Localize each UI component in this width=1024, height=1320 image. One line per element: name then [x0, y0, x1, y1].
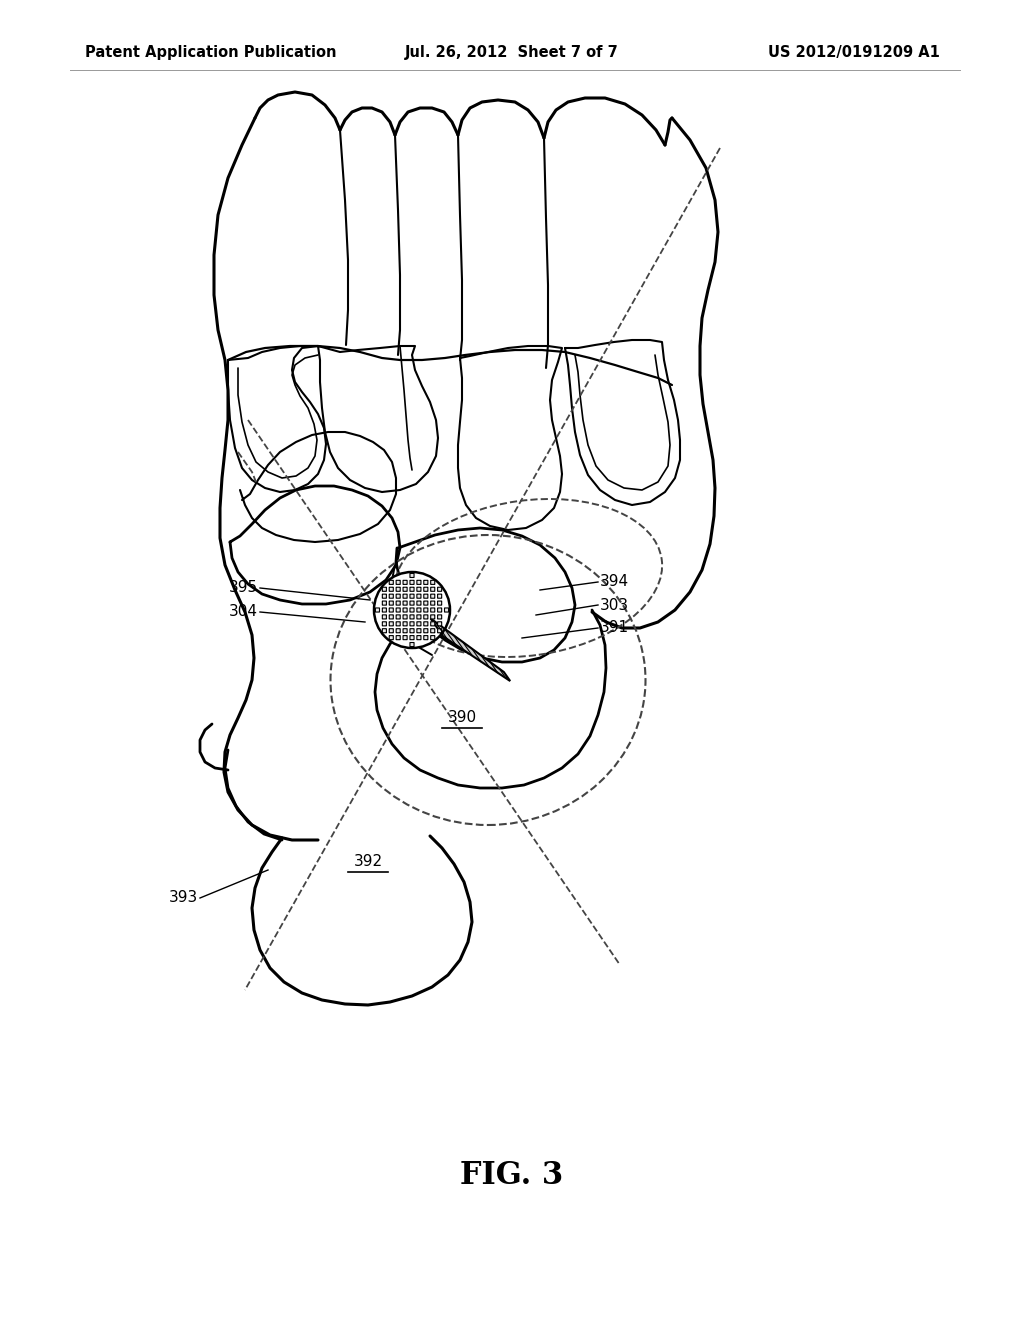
FancyBboxPatch shape — [417, 615, 421, 619]
FancyBboxPatch shape — [417, 594, 421, 598]
FancyBboxPatch shape — [424, 609, 428, 612]
FancyBboxPatch shape — [431, 615, 435, 619]
FancyBboxPatch shape — [431, 622, 435, 626]
FancyBboxPatch shape — [424, 628, 428, 632]
Text: FIG. 3: FIG. 3 — [461, 1159, 563, 1191]
FancyBboxPatch shape — [389, 609, 393, 612]
FancyBboxPatch shape — [389, 622, 393, 626]
FancyBboxPatch shape — [382, 601, 386, 605]
FancyBboxPatch shape — [410, 609, 414, 612]
Text: 390: 390 — [447, 710, 476, 726]
FancyBboxPatch shape — [403, 594, 408, 598]
FancyBboxPatch shape — [389, 587, 393, 591]
Text: 392: 392 — [353, 854, 383, 870]
Text: 394: 394 — [600, 574, 629, 590]
FancyBboxPatch shape — [396, 615, 400, 619]
FancyBboxPatch shape — [410, 615, 414, 619]
FancyBboxPatch shape — [431, 636, 435, 640]
FancyBboxPatch shape — [417, 581, 421, 585]
FancyBboxPatch shape — [389, 581, 393, 585]
FancyBboxPatch shape — [396, 581, 400, 585]
FancyBboxPatch shape — [431, 587, 435, 591]
FancyBboxPatch shape — [376, 609, 380, 612]
FancyBboxPatch shape — [382, 594, 386, 598]
FancyBboxPatch shape — [403, 581, 408, 585]
FancyBboxPatch shape — [437, 615, 441, 619]
FancyBboxPatch shape — [424, 636, 428, 640]
Text: 395: 395 — [229, 581, 258, 595]
FancyBboxPatch shape — [417, 601, 421, 605]
FancyBboxPatch shape — [437, 609, 441, 612]
FancyBboxPatch shape — [382, 609, 386, 612]
FancyBboxPatch shape — [437, 587, 441, 591]
FancyBboxPatch shape — [389, 594, 393, 598]
Circle shape — [374, 572, 450, 648]
FancyBboxPatch shape — [417, 628, 421, 632]
FancyBboxPatch shape — [417, 622, 421, 626]
FancyBboxPatch shape — [424, 587, 428, 591]
FancyBboxPatch shape — [437, 622, 441, 626]
FancyBboxPatch shape — [410, 587, 414, 591]
FancyBboxPatch shape — [396, 601, 400, 605]
FancyBboxPatch shape — [403, 601, 408, 605]
FancyBboxPatch shape — [382, 615, 386, 619]
FancyBboxPatch shape — [410, 594, 414, 598]
FancyBboxPatch shape — [403, 636, 408, 640]
FancyBboxPatch shape — [410, 573, 414, 577]
FancyBboxPatch shape — [403, 628, 408, 632]
FancyBboxPatch shape — [410, 622, 414, 626]
FancyBboxPatch shape — [382, 587, 386, 591]
FancyBboxPatch shape — [431, 609, 435, 612]
FancyBboxPatch shape — [389, 601, 393, 605]
Text: 393: 393 — [169, 891, 198, 906]
FancyBboxPatch shape — [403, 622, 408, 626]
FancyBboxPatch shape — [417, 609, 421, 612]
FancyBboxPatch shape — [424, 615, 428, 619]
FancyBboxPatch shape — [424, 622, 428, 626]
FancyBboxPatch shape — [417, 587, 421, 591]
FancyBboxPatch shape — [410, 628, 414, 632]
FancyBboxPatch shape — [410, 581, 414, 585]
Text: 304: 304 — [229, 605, 258, 619]
FancyBboxPatch shape — [437, 601, 441, 605]
FancyBboxPatch shape — [396, 609, 400, 612]
Text: 303: 303 — [600, 598, 629, 612]
FancyBboxPatch shape — [437, 628, 441, 632]
FancyBboxPatch shape — [424, 581, 428, 585]
FancyBboxPatch shape — [396, 628, 400, 632]
FancyBboxPatch shape — [410, 636, 414, 640]
Text: Jul. 26, 2012  Sheet 7 of 7: Jul. 26, 2012 Sheet 7 of 7 — [406, 45, 618, 59]
FancyBboxPatch shape — [403, 615, 408, 619]
FancyBboxPatch shape — [382, 622, 386, 626]
FancyBboxPatch shape — [382, 628, 386, 632]
Text: 391: 391 — [600, 620, 629, 635]
FancyBboxPatch shape — [444, 609, 449, 612]
FancyBboxPatch shape — [417, 636, 421, 640]
FancyBboxPatch shape — [396, 594, 400, 598]
FancyBboxPatch shape — [403, 587, 408, 591]
Text: Patent Application Publication: Patent Application Publication — [85, 45, 337, 59]
FancyBboxPatch shape — [424, 594, 428, 598]
FancyBboxPatch shape — [410, 643, 414, 647]
FancyBboxPatch shape — [389, 628, 393, 632]
Polygon shape — [431, 619, 510, 681]
FancyBboxPatch shape — [431, 628, 435, 632]
FancyBboxPatch shape — [431, 601, 435, 605]
FancyBboxPatch shape — [396, 622, 400, 626]
FancyBboxPatch shape — [431, 581, 435, 585]
FancyBboxPatch shape — [403, 609, 408, 612]
FancyBboxPatch shape — [431, 594, 435, 598]
Text: US 2012/0191209 A1: US 2012/0191209 A1 — [768, 45, 940, 59]
FancyBboxPatch shape — [437, 594, 441, 598]
FancyBboxPatch shape — [389, 615, 393, 619]
FancyBboxPatch shape — [389, 636, 393, 640]
FancyBboxPatch shape — [396, 587, 400, 591]
FancyBboxPatch shape — [424, 601, 428, 605]
FancyBboxPatch shape — [396, 636, 400, 640]
FancyBboxPatch shape — [410, 601, 414, 605]
